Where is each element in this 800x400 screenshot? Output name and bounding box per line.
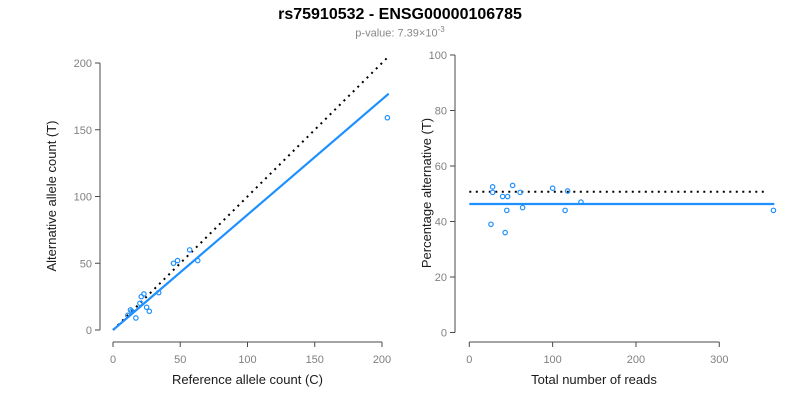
y-tick-label: 0 xyxy=(441,328,447,340)
x-tick-label: 100 xyxy=(543,354,561,366)
data-point xyxy=(133,315,139,321)
y-tick-label: 20 xyxy=(435,272,447,284)
data-point xyxy=(174,257,181,264)
allele-counts-plot: 0 50 100 150 200 0 50 100 150 200 Reference allele… xyxy=(44,55,391,387)
data-point xyxy=(549,185,556,192)
x-tick-label: 0 xyxy=(466,354,472,366)
data-point xyxy=(170,260,177,267)
data-point xyxy=(489,184,496,190)
data-point xyxy=(517,189,523,196)
data-point xyxy=(127,307,134,313)
data-point xyxy=(502,229,508,236)
y-tick-label: 80 xyxy=(435,106,447,118)
identity-line xyxy=(112,55,390,331)
data-point xyxy=(186,247,193,253)
x-axis-title: Total number of reads xyxy=(531,372,657,387)
data-point xyxy=(499,193,506,200)
x-tick-label: 100 xyxy=(238,354,256,366)
y-axis-title: Alternative allele count (T) xyxy=(44,120,59,271)
fit-line xyxy=(112,92,390,331)
data-point xyxy=(143,304,150,311)
data-point xyxy=(564,188,571,194)
data-point xyxy=(194,257,201,264)
y-tick-label: 60 xyxy=(435,161,447,173)
data-point xyxy=(503,207,510,214)
y-tick-label: 40 xyxy=(435,217,447,229)
data-point xyxy=(141,291,147,297)
figure-subtitle: p-value: 7.39×10-3 xyxy=(0,25,800,40)
y-tick-label: 100 xyxy=(429,50,447,62)
x-tick-label: 300 xyxy=(710,354,728,366)
data-point xyxy=(124,312,131,319)
figure-title: rs75910532 - ENSG00000106785 xyxy=(278,6,522,23)
data-point xyxy=(155,289,162,296)
percentage-alternative-plot: 0 20 40 60 80 100 0 100 200 300 Total number of re… xyxy=(419,50,777,387)
y-tick-label: 100 xyxy=(74,192,92,204)
x-tick-label: 200 xyxy=(373,354,391,366)
y-tick-label: 50 xyxy=(80,258,92,270)
pvalue-text: p-value: 7.39×10 xyxy=(355,27,438,40)
y-tick-label: 0 xyxy=(86,325,92,337)
data-point xyxy=(129,308,135,315)
data-point xyxy=(137,300,143,307)
data-point xyxy=(509,182,516,189)
data-point xyxy=(519,204,526,211)
y-tick-label: 200 xyxy=(74,58,92,70)
x-tick-label: 200 xyxy=(627,354,645,366)
data-point xyxy=(488,221,494,228)
pvalue-exponent: -3 xyxy=(437,25,445,34)
data-point xyxy=(578,199,584,205)
x-tick-label: 50 xyxy=(174,354,186,366)
data-point xyxy=(489,189,496,196)
x-tick-label: 0 xyxy=(110,354,116,366)
x-axis-title: Reference allele count (C) xyxy=(172,372,323,387)
data-point xyxy=(384,114,391,121)
data-point xyxy=(146,308,153,315)
data-point xyxy=(770,207,777,214)
x-tick-label: 150 xyxy=(306,354,324,366)
data-point xyxy=(562,207,568,214)
y-tick-label: 150 xyxy=(74,125,92,137)
y-axis-title: Percentage alternative (T) xyxy=(419,118,434,268)
data-point xyxy=(504,193,511,200)
